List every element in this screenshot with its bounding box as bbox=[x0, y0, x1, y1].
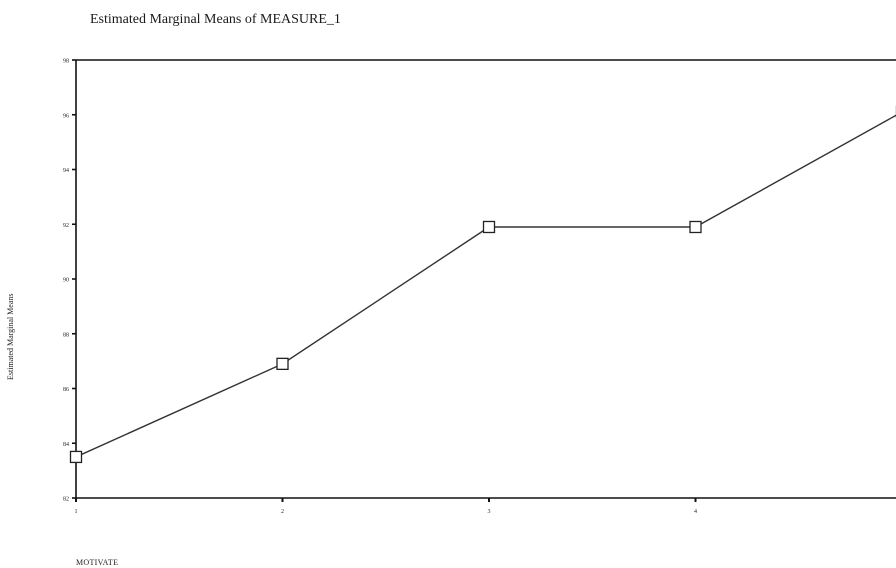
x-tick-label: 3 bbox=[488, 509, 491, 515]
data-point-marker bbox=[689, 220, 702, 234]
data-point-marker bbox=[276, 357, 289, 371]
y-tick-label: 98 bbox=[63, 59, 69, 65]
data-point-marker bbox=[482, 220, 496, 234]
y-tick-label: 86 bbox=[63, 387, 69, 393]
data-point-marker bbox=[69, 450, 83, 464]
x-axis-label: MOTIVATE bbox=[76, 558, 119, 567]
y-tick-label: 92 bbox=[63, 223, 69, 229]
x-tick-label: 4 bbox=[694, 509, 697, 515]
y-tick-label: 84 bbox=[63, 442, 69, 448]
y-tick-label: 96 bbox=[63, 113, 69, 119]
x-tick-label: 2 bbox=[281, 509, 284, 515]
y-axis-label: Estimated Marginal Means bbox=[6, 293, 15, 381]
series-line bbox=[75, 114, 896, 458]
y-tick-label: 88 bbox=[63, 332, 69, 338]
chart-title: Estimated Marginal Means of MEASURE_1 bbox=[90, 12, 341, 27]
x-tick-label: 1 bbox=[75, 509, 78, 515]
y-tick-label: 90 bbox=[63, 278, 69, 284]
y-tick-label: 82 bbox=[63, 497, 69, 503]
y-tick-label: 94 bbox=[63, 168, 69, 174]
